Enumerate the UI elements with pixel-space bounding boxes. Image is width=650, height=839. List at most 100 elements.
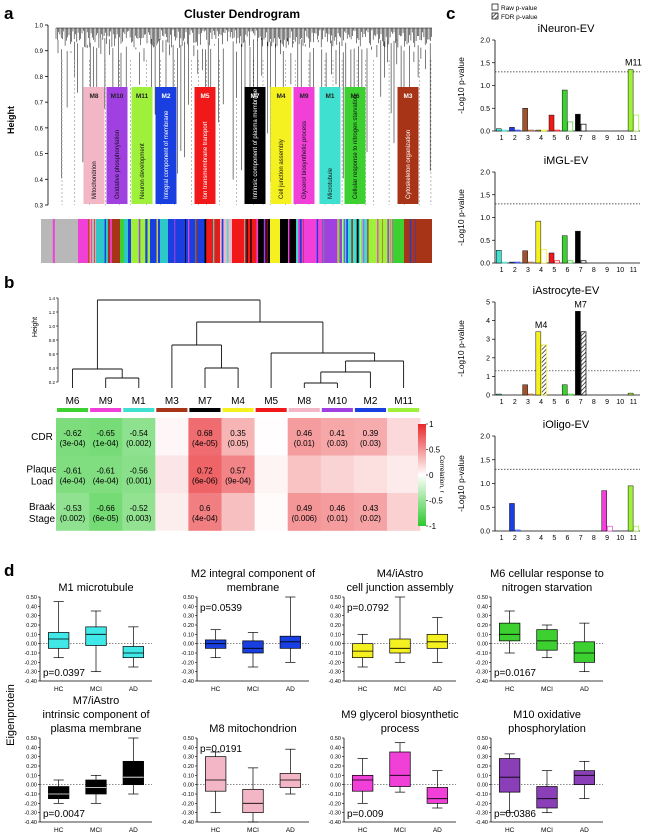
x-tick-label: 11 xyxy=(630,135,637,142)
dendrogram-branches xyxy=(55,27,432,188)
pvalue-label: p=0.0047 xyxy=(43,809,85,820)
y-tick-label: 0.00 xyxy=(477,642,488,648)
heatmap-cell xyxy=(353,418,388,456)
fdr-pvalue-bar xyxy=(567,393,574,396)
fdr-pvalue-bar xyxy=(501,261,508,264)
heatmap-cell xyxy=(287,455,322,494)
module-id-m3: M3 xyxy=(403,93,412,100)
color-bar-stripe xyxy=(409,219,412,263)
row-label: CDR xyxy=(31,432,53,443)
color-bar-stripe xyxy=(226,219,229,263)
color-bar-stripe xyxy=(233,219,235,263)
cell-pvalue: (3e-04) xyxy=(60,439,86,448)
color-bar-segment xyxy=(108,219,120,263)
module-tree-branches xyxy=(72,299,405,388)
panel-d-ylabel: Eigenprotein xyxy=(5,684,17,746)
color-bar-segment xyxy=(168,219,206,263)
y-tick-label: -0.40 xyxy=(24,679,37,685)
y-tick-label: 0.6 xyxy=(49,352,56,357)
x-tick-label: 10 xyxy=(616,267,624,274)
boxplot-8: M10 oxidative phosphorylation 0.50 0.40 0.30… xyxy=(475,709,603,834)
chart-title: iAstrocyte-EV xyxy=(533,285,600,297)
cell-correlation: 0.6 xyxy=(199,504,211,513)
module-box-m6 xyxy=(344,87,366,204)
y-tick-label: 0.30 xyxy=(183,755,194,761)
boxplot-3: M4/iAstro cell junction assembly 0.50 0.40 0… xyxy=(328,568,456,693)
color-bar-stripe xyxy=(330,219,333,263)
color-bar-stripe xyxy=(52,219,55,263)
cell-correlation: 0.46 xyxy=(296,429,312,438)
cell-pvalue: (0.006) xyxy=(292,514,318,523)
y-tick-label: 0.5 xyxy=(480,106,490,113)
y-tick-label: -0.20 xyxy=(24,801,37,807)
y-tick-label: 0.0 xyxy=(480,261,490,268)
group-label: MCI xyxy=(90,686,102,693)
y-tick-label: -0.20 xyxy=(181,660,194,666)
pvalue-label: p=0.0191 xyxy=(200,744,242,755)
heatmap-cell xyxy=(221,493,255,531)
y-tick-label: 0.7 xyxy=(35,101,44,107)
y-tick-label: 1.0 xyxy=(480,481,490,488)
cell-pvalue: (4e-04) xyxy=(93,476,119,485)
module-term-m6: Cellular response to nitrogen starvation xyxy=(353,95,359,199)
plot-title: cell junction assembly xyxy=(347,582,454,594)
module-id-m8: M8 xyxy=(89,93,98,100)
fdr-pvalue-bar xyxy=(527,261,534,264)
heatmap-cell xyxy=(387,493,421,531)
group-label: AD xyxy=(286,827,295,834)
cell-correlation: -0.56 xyxy=(130,466,149,475)
column-label-m6: M6 xyxy=(66,396,80,407)
x-tick-label: 8 xyxy=(592,267,596,274)
legend-raw-label: Raw p-value xyxy=(501,5,538,12)
group-label: MCI xyxy=(541,827,553,834)
color-bar-stripe xyxy=(356,219,359,263)
y-tick-label: 0.20 xyxy=(330,623,341,629)
heatmap-cell xyxy=(188,493,222,531)
y-tick-label: 2 xyxy=(486,355,490,362)
raw-pvalue-bar xyxy=(535,331,542,396)
y-tick-label: 0.8 xyxy=(35,75,44,81)
column-label-m2: M2 xyxy=(363,396,377,407)
x-tick-label: 5 xyxy=(552,399,556,406)
color-bar-segment xyxy=(150,219,160,263)
color-bar-stripe xyxy=(185,219,186,263)
group-label: AD xyxy=(286,686,295,693)
raw-pvalue-bar xyxy=(509,503,515,532)
raw-pvalue-bar xyxy=(575,311,581,396)
heatmap-cell xyxy=(254,493,288,531)
x-tick-label: 9 xyxy=(605,399,609,406)
fdr-pvalue-bar xyxy=(633,525,640,532)
x-tick-label: 9 xyxy=(605,267,609,274)
panel-c-barcharts: Raw p-value FDR p-value iNeuron-EV -Log10… xyxy=(456,3,642,542)
y-tick-label: 0.20 xyxy=(183,764,194,770)
cell-correlation: -0.61 xyxy=(63,466,82,475)
y-tick-label: 0.40 xyxy=(26,604,37,610)
x-tick-label: 4 xyxy=(539,267,543,274)
cell-correlation: 0.35 xyxy=(230,429,246,438)
y-tick-label: 0.50 xyxy=(477,736,488,742)
y-tick-label: 5 xyxy=(486,300,490,307)
column-color-strip xyxy=(388,408,420,412)
heatmap-cell xyxy=(221,418,255,456)
panel-b-heatmap: Height 1.4 1.2 1.0 0.8 0.6 0.4 0.2 M6 M9 M1 M3 M7 M… xyxy=(26,296,445,531)
cell-correlation: -0.53 xyxy=(63,504,82,513)
color-bar-segment xyxy=(96,219,108,263)
color-bar-segment xyxy=(124,219,128,263)
y-tick-label: -0.30 xyxy=(475,811,488,817)
iqr-box xyxy=(426,633,448,649)
legend-tick-label: -0.5 xyxy=(429,497,443,506)
color-bar-stripe xyxy=(360,219,362,263)
color-bar-segment xyxy=(160,219,168,263)
column-label-m10: M10 xyxy=(328,396,348,407)
heatmap-cell xyxy=(155,455,189,494)
y-tick-label: -0.20 xyxy=(475,660,488,666)
y-tick-label: 0.50 xyxy=(183,736,194,742)
module-term-m7: Intrinsic component of plasma membrane xyxy=(253,88,259,199)
iqr-box xyxy=(426,787,448,804)
color-bar-stripe xyxy=(387,219,390,263)
x-tick-label: 1 xyxy=(500,135,504,142)
module-annotation: M11 xyxy=(625,58,642,68)
y-tick-label: -0.10 xyxy=(475,792,488,798)
y-tick-label: -0.10 xyxy=(24,792,37,798)
color-bar-stripe xyxy=(303,219,304,263)
